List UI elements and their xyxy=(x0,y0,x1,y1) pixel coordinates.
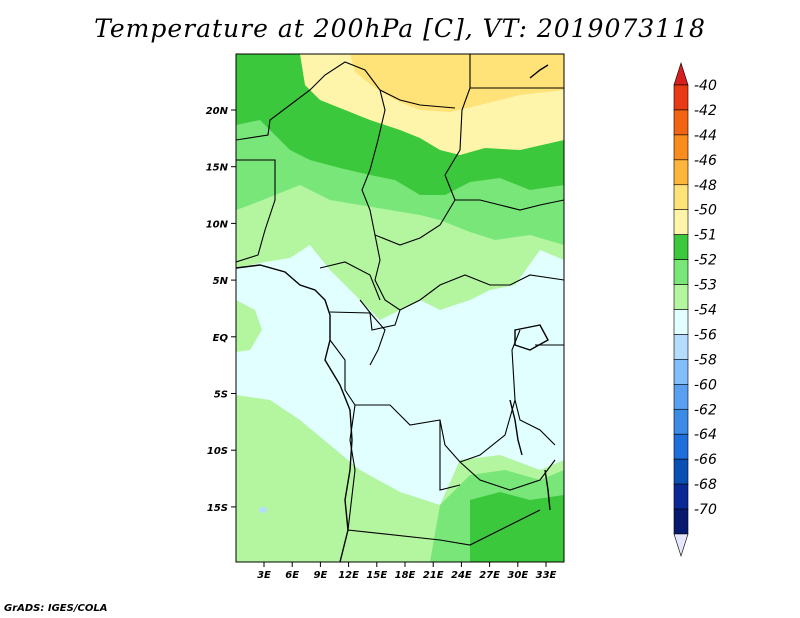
colorbar-label: -70 xyxy=(694,502,717,518)
colorbar-swatch xyxy=(673,109,689,136)
y-tick-label: 5S xyxy=(214,390,228,401)
colorbar-label: -64 xyxy=(694,427,717,443)
border-line xyxy=(319,261,381,301)
y-tick-label: 15N xyxy=(206,163,229,174)
colorbar-label: -58 xyxy=(694,352,717,368)
colorbar: -40 -42 -44 -46 -48 -50 -51 -52 -53 -54 -56 -58 -60 -… xyxy=(673,62,717,557)
colorbar-swatch xyxy=(673,234,689,260)
colorbar-label: -40 xyxy=(694,78,717,94)
colorbar-label: -54 xyxy=(694,303,717,319)
lake-tanganyika xyxy=(509,399,523,456)
x-tick-label: 6E xyxy=(285,570,299,581)
colorbar-label: -53 xyxy=(694,278,717,294)
x-tick-label: 12E xyxy=(338,570,359,581)
border-line xyxy=(439,420,461,491)
x-tick-label: 30E xyxy=(507,570,528,581)
colorbar-label: -48 xyxy=(694,178,717,194)
colorbar-label: -56 xyxy=(694,327,717,343)
map-frame xyxy=(235,53,565,563)
colorbar-label: -62 xyxy=(694,402,717,418)
field-band-48 xyxy=(350,54,564,112)
y-tick-label: 5N xyxy=(213,276,229,287)
lake-malawi xyxy=(544,469,551,511)
colorbar-swatch xyxy=(673,384,689,410)
x-tick-label: 18E xyxy=(395,570,416,581)
x-tick-label: 3E xyxy=(257,570,271,581)
colorbar-label: -44 xyxy=(694,128,717,144)
colorbar-swatch xyxy=(673,433,689,460)
y-tick-label: 10N xyxy=(206,219,229,230)
border-line xyxy=(374,234,564,311)
y-tick-label: EQ xyxy=(213,333,229,344)
colorbar-label: -50 xyxy=(694,203,717,219)
colorbar-swatch xyxy=(673,408,689,435)
colorbar-label: -66 xyxy=(694,452,717,468)
red-sea-coast xyxy=(529,64,549,79)
colorbar-swatch xyxy=(673,84,689,111)
border-line xyxy=(236,54,471,246)
lake-victoria xyxy=(514,324,549,351)
x-tick-label: 33E xyxy=(536,570,557,581)
border-line xyxy=(329,309,401,331)
field-cold-patch xyxy=(259,507,267,513)
credit-label: GrADS: IGES/COLA xyxy=(4,603,108,614)
field-band-53-west xyxy=(236,300,262,352)
colorbar-swatch xyxy=(673,309,689,335)
y-tick-label: 10S xyxy=(207,446,228,457)
colorbar-swatch xyxy=(673,359,689,385)
country-borders xyxy=(236,54,564,546)
y-tick-label: 15S xyxy=(207,503,228,514)
border-line xyxy=(379,89,456,109)
colorbar-label: -51 xyxy=(694,228,717,244)
colorbar-swatch xyxy=(673,134,689,161)
x-tick-label: 15E xyxy=(366,570,387,581)
border-line xyxy=(514,399,556,446)
x-tick-label: 9E xyxy=(314,570,328,581)
colorbar-swatch xyxy=(673,334,689,360)
field-band-51-lower xyxy=(470,492,564,562)
temperature-field xyxy=(236,54,564,562)
x-tick-label: 21E xyxy=(423,570,444,581)
colorbar-swatch xyxy=(673,209,689,235)
colorbar-swatch xyxy=(673,284,689,310)
colorbar-label: -68 xyxy=(694,477,717,493)
map-title: Temperature at 200hPa [C], VT: 201907311… xyxy=(94,14,706,43)
colorbar-swatch xyxy=(673,159,689,186)
y-tick-label: 20N xyxy=(206,106,229,117)
y-axis: 20N 15N 10N 5N EQ 5S 10S 15S xyxy=(206,106,236,514)
x-tick-label: 24E xyxy=(451,570,472,581)
x-tick-label: 27E xyxy=(479,570,500,581)
coastline-path xyxy=(236,264,353,562)
x-axis: 3E 6E 9E 12E 15E 18E 21E 24E 27E 30E 33E xyxy=(257,562,557,581)
border-line xyxy=(236,159,276,263)
colorbar-swatch xyxy=(673,184,689,211)
colorbar-label: -46 xyxy=(694,153,717,169)
border-line xyxy=(359,299,386,366)
colorbar-label: -52 xyxy=(694,253,717,269)
colorbar-swatch xyxy=(673,259,689,285)
coastline xyxy=(236,64,551,562)
border-line xyxy=(329,329,521,463)
colorbar-swatch xyxy=(673,458,689,485)
colorbar-swatch xyxy=(673,483,689,510)
colorbar-top-arrow xyxy=(673,62,689,86)
colorbar-bottom-arrow xyxy=(673,533,689,557)
border-line xyxy=(455,199,564,211)
colorbar-label: -60 xyxy=(694,377,717,393)
colorbar-label: -42 xyxy=(694,103,717,119)
colorbar-swatch xyxy=(673,508,689,535)
